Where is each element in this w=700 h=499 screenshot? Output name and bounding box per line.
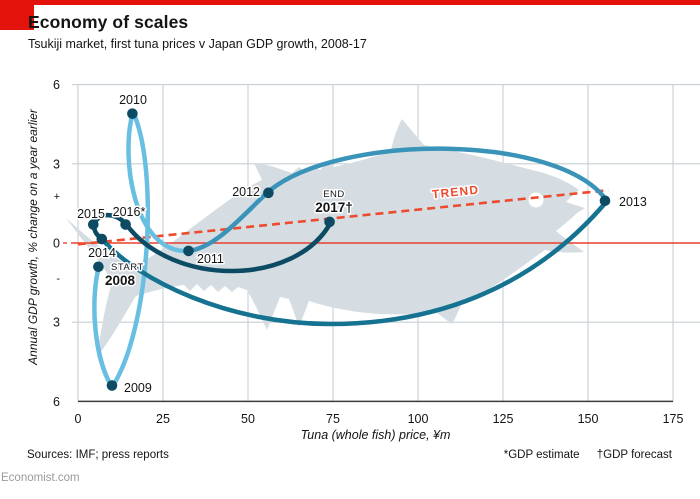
annotation-2015: 2015 [77,207,105,221]
annotation-2008: 2008 [105,273,136,288]
annotation-end: END [323,189,345,200]
data-point-2015 [88,219,99,230]
curve-segment-2011-2012 [186,188,272,254]
annotation-2011: 2011 [197,252,224,266]
x-tick-label: 0 [75,412,82,426]
y-tick-label: 6 [53,78,60,92]
brand-tab [0,0,34,30]
data-point-2017 [324,216,335,228]
annotation-2017: 2017† [315,200,353,215]
annotation-trend: TREND [431,183,480,202]
tuna-silhouette [66,119,585,357]
footnote-forecast: †GDP forecast [596,449,672,461]
data-point-2013 [599,195,611,207]
annotation-2010: 2010 [119,93,147,107]
x-tick-label: 50 [241,412,255,426]
fish-eye [528,192,544,208]
footnotes: *GDP estimate †GDP forecast [0,449,672,461]
data-point-2014 [96,233,108,245]
annotation-2009: 2009 [124,381,152,395]
curve-segment-2009-2010 [109,109,151,390]
x-tick-label: 125 [493,412,514,426]
curve-segment-2012-2013 [266,146,610,204]
y-tick-label: - [56,273,60,285]
page-title: Economy of scales [28,12,189,32]
x-tick-label: 175 [663,412,684,426]
x-tick-label: 100 [408,412,429,426]
curve-segment-2010-2011 [126,109,192,254]
curve-segment-2008-2009 [92,263,115,390]
curve-segment-2013-2014 [99,198,610,327]
y-axis-title: Annual GDP growth, % change on a year ea… [26,109,40,365]
data-point-2012 [263,187,274,199]
x-tick-label: 150 [578,412,599,426]
x-tick-label: 25 [156,412,170,426]
annotation-2016: 2016* [113,205,146,219]
y-tick-label: 3 [53,316,60,330]
annotation-2012: 2012 [232,185,260,199]
data-point-2008 [93,261,104,273]
y-tick-label: 3 [53,157,60,171]
annotation-2013: 2013 [619,195,647,209]
trend-line [77,188,609,246]
data-point-2016 [120,219,131,230]
annotation-start: START [111,262,144,273]
x-axis-title: Tuna (whole fish) price, ¥m [300,428,451,442]
annotation-2014: 2014 [88,246,116,260]
footnote-estimate: *GDP estimate [503,449,580,461]
x-tick-label: 75 [326,412,340,426]
chart-subtitle: Tsukiji market, first tuna prices v Japa… [28,37,367,51]
site-credit: Economist.com [1,472,80,484]
data-point-2009 [106,380,118,391]
y-tick-label: 0 [53,237,60,251]
sources-note: Sources: IMF; press reports [27,449,169,461]
brand-bar [0,0,700,5]
y-tick-label: + [54,191,60,203]
curve-segment-2016-2017 [123,219,334,274]
data-point-2010 [127,108,138,119]
data-point-2011 [183,245,194,257]
y-tick-label: 6 [53,395,60,409]
